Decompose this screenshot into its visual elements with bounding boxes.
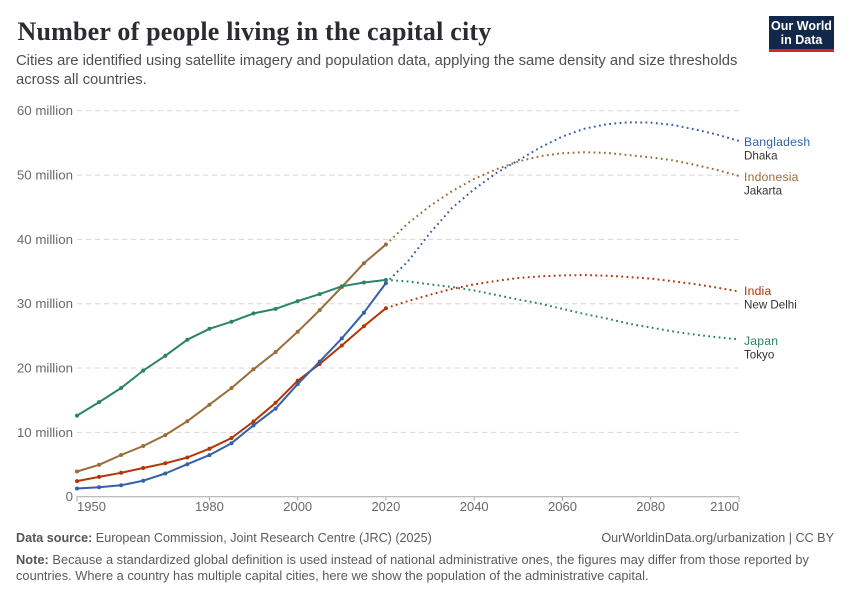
- svg-text:20 million: 20 million: [17, 361, 73, 376]
- svg-text:1950: 1950: [77, 499, 106, 514]
- svg-text:Dhaka: Dhaka: [744, 150, 778, 163]
- svg-text:2000: 2000: [283, 499, 312, 514]
- svg-text:Japan: Japan: [744, 334, 778, 348]
- svg-text:Tokyo: Tokyo: [744, 349, 774, 362]
- svg-text:30 million: 30 million: [17, 296, 73, 311]
- svg-text:60 million: 60 million: [17, 103, 73, 118]
- svg-text:40 million: 40 million: [17, 232, 73, 247]
- svg-text:2060: 2060: [548, 499, 577, 514]
- svg-text:0: 0: [66, 489, 73, 504]
- svg-text:50 million: 50 million: [17, 168, 73, 183]
- svg-text:2020: 2020: [371, 499, 400, 514]
- svg-text:Bangladesh: Bangladesh: [744, 135, 810, 149]
- svg-text:1980: 1980: [195, 499, 224, 514]
- svg-text:Indonesia: Indonesia: [744, 170, 799, 184]
- svg-text:2080: 2080: [636, 499, 665, 514]
- svg-text:New Delhi: New Delhi: [744, 299, 797, 312]
- svg-text:2040: 2040: [460, 499, 489, 514]
- svg-text:India: India: [744, 284, 771, 298]
- svg-text:Jakarta: Jakarta: [744, 185, 783, 198]
- svg-text:2100: 2100: [710, 499, 739, 514]
- svg-text:10 million: 10 million: [17, 425, 73, 440]
